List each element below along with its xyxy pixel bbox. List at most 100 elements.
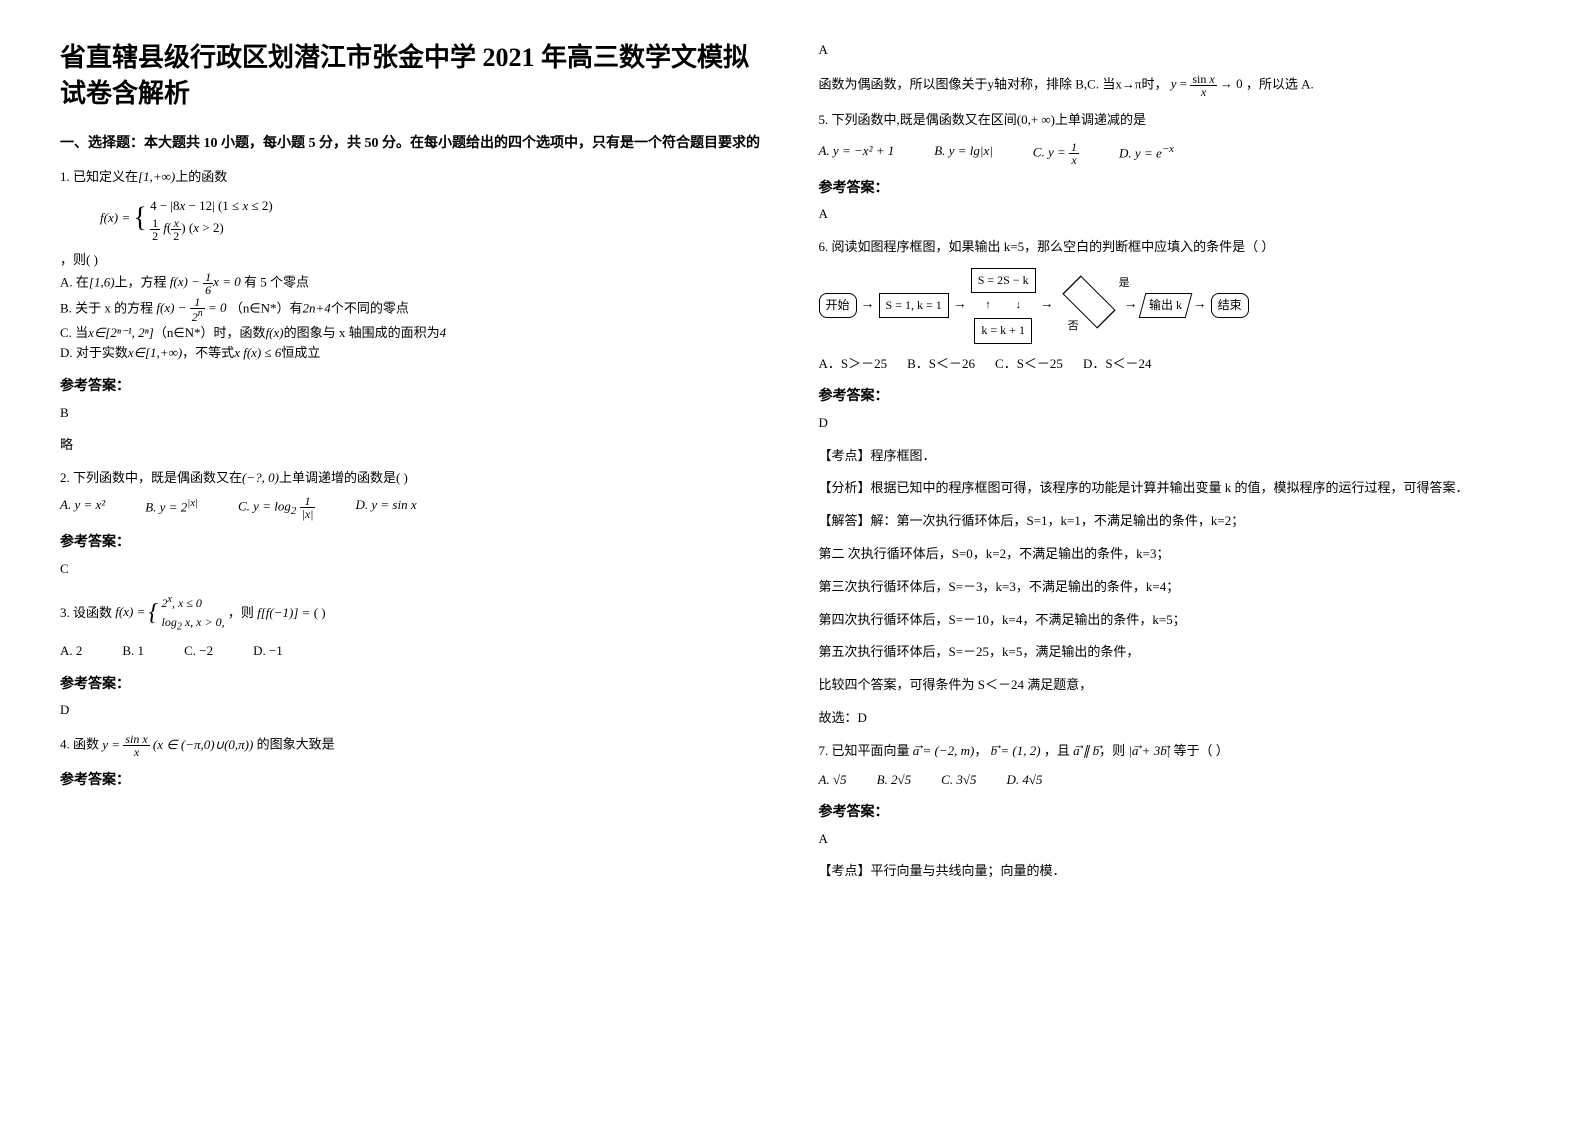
ans7-head: 参考答案： bbox=[819, 802, 1528, 824]
q3-optC: C. −2 bbox=[184, 641, 213, 662]
ans4-explanation: 函数为偶函数，所以图像关于y轴对称，排除 B,C. 当x→π时， y = sin… bbox=[819, 73, 1528, 98]
q2-optD: D. y = sin x bbox=[355, 495, 416, 520]
q3-optA: A. 2 bbox=[60, 641, 82, 662]
question-4: 4. 函数 y = sin xx (x ∈ (−π,0)∪(0,π)) 的图象大… bbox=[60, 733, 769, 758]
q7-expr: |→a + 3→b| bbox=[1128, 743, 1170, 758]
q4-func: y = sin xx (x ∈ (−π,0)∪(0,π)) bbox=[102, 737, 253, 752]
ans6-solve-4: 第四次执行循环体后，S=－10，k=4，不满足输出的条件，k=5； bbox=[819, 610, 1528, 631]
question-6: 6. 阅读如图程序框图，如果输出 k=5，那么空白的判断框中应填入的条件是（ ）… bbox=[819, 237, 1528, 375]
q5-optC: C. y = 1x bbox=[1033, 141, 1079, 166]
q7-optD: D. 4√5 bbox=[1006, 770, 1042, 791]
q3-func: f(x) = { 2x, x ≤ 0 log2 x, x > 0, bbox=[115, 604, 228, 619]
q1-optA: A. 在[1,6)上，方程 f(x) − 16x = 0 有 5 个零点 bbox=[60, 271, 769, 296]
q6-stem: 6. 阅读如图程序框图，如果输出 k=5，那么空白的判断框中应填入的条件是（ ） bbox=[819, 237, 1528, 258]
q4-stem-pre: 4. 函数 bbox=[60, 737, 99, 752]
q5-optA: A. y = −x² + 1 bbox=[819, 141, 895, 166]
arrow-icon: → bbox=[1124, 294, 1138, 316]
ans1-letter: B bbox=[60, 403, 769, 424]
q1-stem-pre: 1. 已知定义在 bbox=[60, 169, 138, 184]
q6-optB: B．S＜－26 bbox=[907, 354, 975, 375]
ans7-topic: 【考点】平行向量与共线向量；向量的模． bbox=[819, 861, 1528, 882]
q7-cond: ，且 →a ∥ →b，则 bbox=[1044, 743, 1125, 758]
q2-optB: B. y = 2|x| bbox=[145, 495, 198, 520]
q6-optD: D．S＜－24 bbox=[1083, 354, 1152, 375]
exam-title: 省直辖县级行政区划潜江市张金中学 2021 年高三数学文模拟试卷含解析 bbox=[60, 40, 769, 113]
q3-optD: D. −1 bbox=[253, 641, 283, 662]
arrow-icon: → bbox=[861, 294, 875, 316]
fc-yes: 是 bbox=[1119, 275, 1130, 293]
q7-optC: C. 3√5 bbox=[941, 770, 976, 791]
q7-stem-pre: 7. 已知平面向量 bbox=[819, 743, 910, 758]
ans6-analyze: 【分析】根据已知中的程序框图可得，该程序的功能是计算并输出变量 k 的值，模拟程… bbox=[819, 478, 1528, 499]
q1-optD: D. 对于实数x∈[1,+∞)，不等式x f(x) ≤ 6恒成立 bbox=[60, 343, 769, 364]
ans2-head: 参考答案： bbox=[60, 532, 769, 554]
q5-optB: B. y = lg|x| bbox=[934, 141, 993, 166]
ans6-letter: D bbox=[819, 413, 1528, 434]
q7-stem-post: 等于（ ） bbox=[1174, 743, 1229, 758]
arrow-icon: → bbox=[953, 294, 967, 316]
left-column: 省直辖县级行政区划潜江市张金中学 2021 年高三数学文模拟试卷含解析 一、选择… bbox=[60, 40, 769, 1082]
q1-domain: [1,+∞) bbox=[138, 169, 175, 184]
q3-stem-mid: ，则 bbox=[228, 604, 254, 619]
arrow-icon: → bbox=[1193, 294, 1207, 316]
ans6-pick: 故选：D bbox=[819, 708, 1528, 729]
q2-optA: A. y = x² bbox=[60, 495, 105, 520]
q3-expr: f[f(−1)] = bbox=[257, 604, 310, 619]
q3-stem-pre: 3. 设函数 bbox=[60, 604, 112, 619]
fc-step1: S = 2S − k bbox=[971, 268, 1036, 293]
fc-init: S = 1, k = 1 bbox=[879, 293, 949, 318]
fc-start: 开始 bbox=[819, 293, 857, 318]
fc-no: 否 bbox=[1068, 318, 1079, 336]
fc-loop-body: S = 2S − k ↑ ↓ k = k + 1 bbox=[971, 268, 1036, 344]
q2-optC: C. y = log2 1|x| bbox=[238, 495, 315, 520]
ans6-solve-2: 第二 次执行循环体后，S=0，k=2，不满足输出的条件，k=3； bbox=[819, 544, 1528, 565]
ans2-letter: C bbox=[60, 559, 769, 580]
q7-optA: A. √5 bbox=[819, 770, 847, 791]
q7-a: →a = (−2, m) bbox=[913, 743, 975, 758]
ans7-letter: A bbox=[819, 829, 1528, 850]
q6-flowchart: 开始 → S = 1, k = 1 → S = 2S − k ↑ ↓ k = k… bbox=[819, 268, 1528, 344]
ans5-head: 参考答案： bbox=[819, 178, 1528, 200]
arrow-icon: → bbox=[1040, 294, 1054, 316]
ans6-cmp: 比较四个答案，可得条件为 S＜－24 满足题意， bbox=[819, 675, 1528, 696]
ans1-note: 略 bbox=[60, 435, 769, 456]
fc-end: 结束 bbox=[1211, 293, 1249, 318]
q5-stem: 5. 下列函数中,既是偶函数又在区间(0,+ ∞)上单调递减的是 bbox=[819, 110, 1528, 131]
question-1: 1. 已知定义在[1,+∞)上的函数 f(x) = { 4 − |8x − 12… bbox=[60, 167, 769, 364]
q1-optC: C. 当x∈[2ⁿ⁻¹, 2ⁿ]（n∈N*）时，函数f(x)的图象与 x 轴围成… bbox=[60, 323, 769, 344]
ans3-letter: D bbox=[60, 700, 769, 721]
q6-optC: C．S＜－25 bbox=[995, 354, 1063, 375]
q3-optB: B. 1 bbox=[122, 641, 144, 662]
q1-stem-post: ，则( ) bbox=[60, 252, 98, 267]
section-heading: 一、选择题：本大题共 10 小题，每小题 5 分，共 50 分。在每小题给出的四… bbox=[60, 133, 769, 155]
q1-function: f(x) = { 4 − |8x − 12| (1 ≤ x ≤ 2) 12 f(… bbox=[100, 196, 769, 242]
ans6-solve-1: 【解答】解：第一次执行循环体后，S=1，k=1，不满足输出的条件，k=2； bbox=[819, 511, 1528, 532]
q1-stem-mid: 上的函数 bbox=[175, 169, 227, 184]
q1-optB: B. 关于 x 的方程 f(x) − 12n = 0 （n∈N*）有2n+4个不… bbox=[60, 296, 769, 323]
q2-stem: 2. 下列函数中，既是偶函数又在 bbox=[60, 470, 242, 485]
right-column: A 函数为偶函数，所以图像关于y轴对称，排除 B,C. 当x→π时， y = s… bbox=[819, 40, 1528, 1082]
ans6-topic: 【考点】程序框图． bbox=[819, 446, 1528, 467]
q6-optA: A．S＞－25 bbox=[819, 354, 888, 375]
ans3-head: 参考答案： bbox=[60, 674, 769, 696]
question-3: 3. 设函数 f(x) = { 2x, x ≤ 0 log2 x, x > 0,… bbox=[60, 592, 769, 662]
q7-optB: B. 2√5 bbox=[877, 770, 912, 791]
q3-stem-post: ( ) bbox=[314, 604, 326, 619]
q2-interval: (−?, 0) bbox=[242, 470, 279, 485]
q2-stem-post: 上单调递增的函数是( ) bbox=[279, 470, 408, 485]
q4-stem-post: 的图象大致是 bbox=[257, 737, 335, 752]
question-5: 5. 下列函数中,既是偶函数又在区间(0,+ ∞)上单调递减的是 A. y = … bbox=[819, 110, 1528, 166]
fc-output: 输出 k bbox=[1138, 293, 1192, 318]
ans6-solve-5: 第五次执行循环体后，S=－25，k=5，满足输出的条件， bbox=[819, 642, 1528, 663]
question-2: 2. 下列函数中，既是偶函数又在(−?, 0)上单调递增的函数是( ) A. y… bbox=[60, 468, 769, 520]
q7-b: →b = (1, 2) bbox=[991, 743, 1041, 758]
fc-step2: k = k + 1 bbox=[974, 318, 1032, 343]
ans1-head: 参考答案： bbox=[60, 376, 769, 398]
ans4-head: 参考答案： bbox=[60, 770, 769, 792]
ans6-head: 参考答案： bbox=[819, 386, 1528, 408]
q5-optD: D. y = e−x bbox=[1119, 141, 1174, 166]
ans6-solve-3: 第三次执行循环体后，S=－3，k=3，不满足输出的条件，k=4； bbox=[819, 577, 1528, 598]
ans5-letter: A bbox=[819, 204, 1528, 225]
ans4-letter: A bbox=[819, 40, 1528, 61]
question-7: 7. 已知平面向量 →a = (−2, m)， →b = (1, 2) ，且 →… bbox=[819, 741, 1528, 791]
